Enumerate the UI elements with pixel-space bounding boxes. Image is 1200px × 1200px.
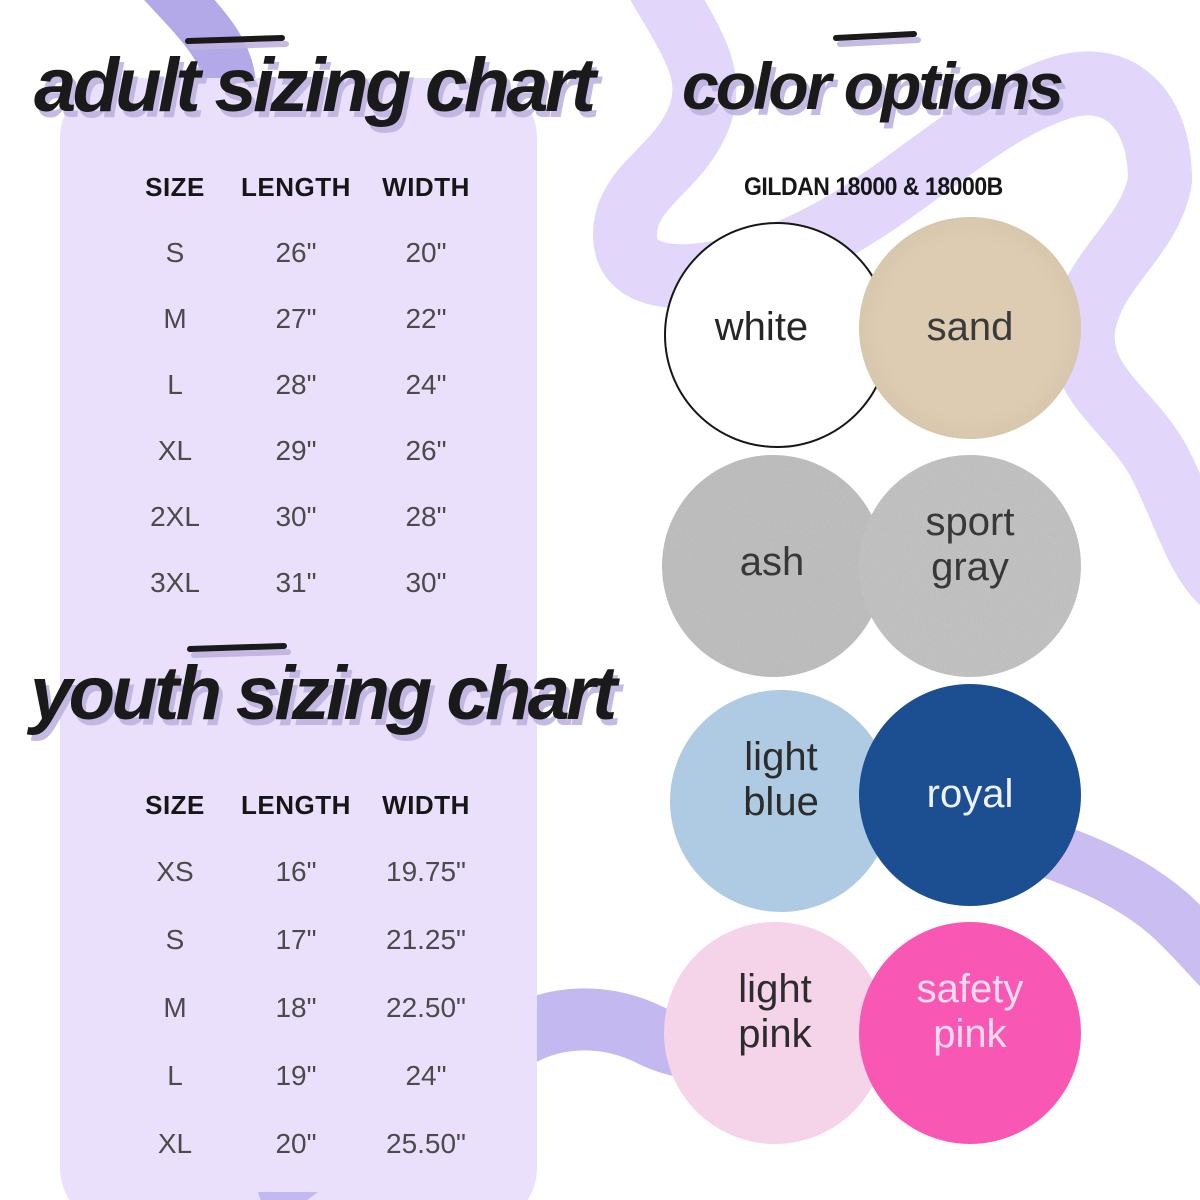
svg-text:color options: color options [682,49,1062,123]
svg-text:youth sizing chart: youth sizing chart [26,651,620,736]
svg-text:adult sizing chart: adult sizing chart [34,43,599,128]
